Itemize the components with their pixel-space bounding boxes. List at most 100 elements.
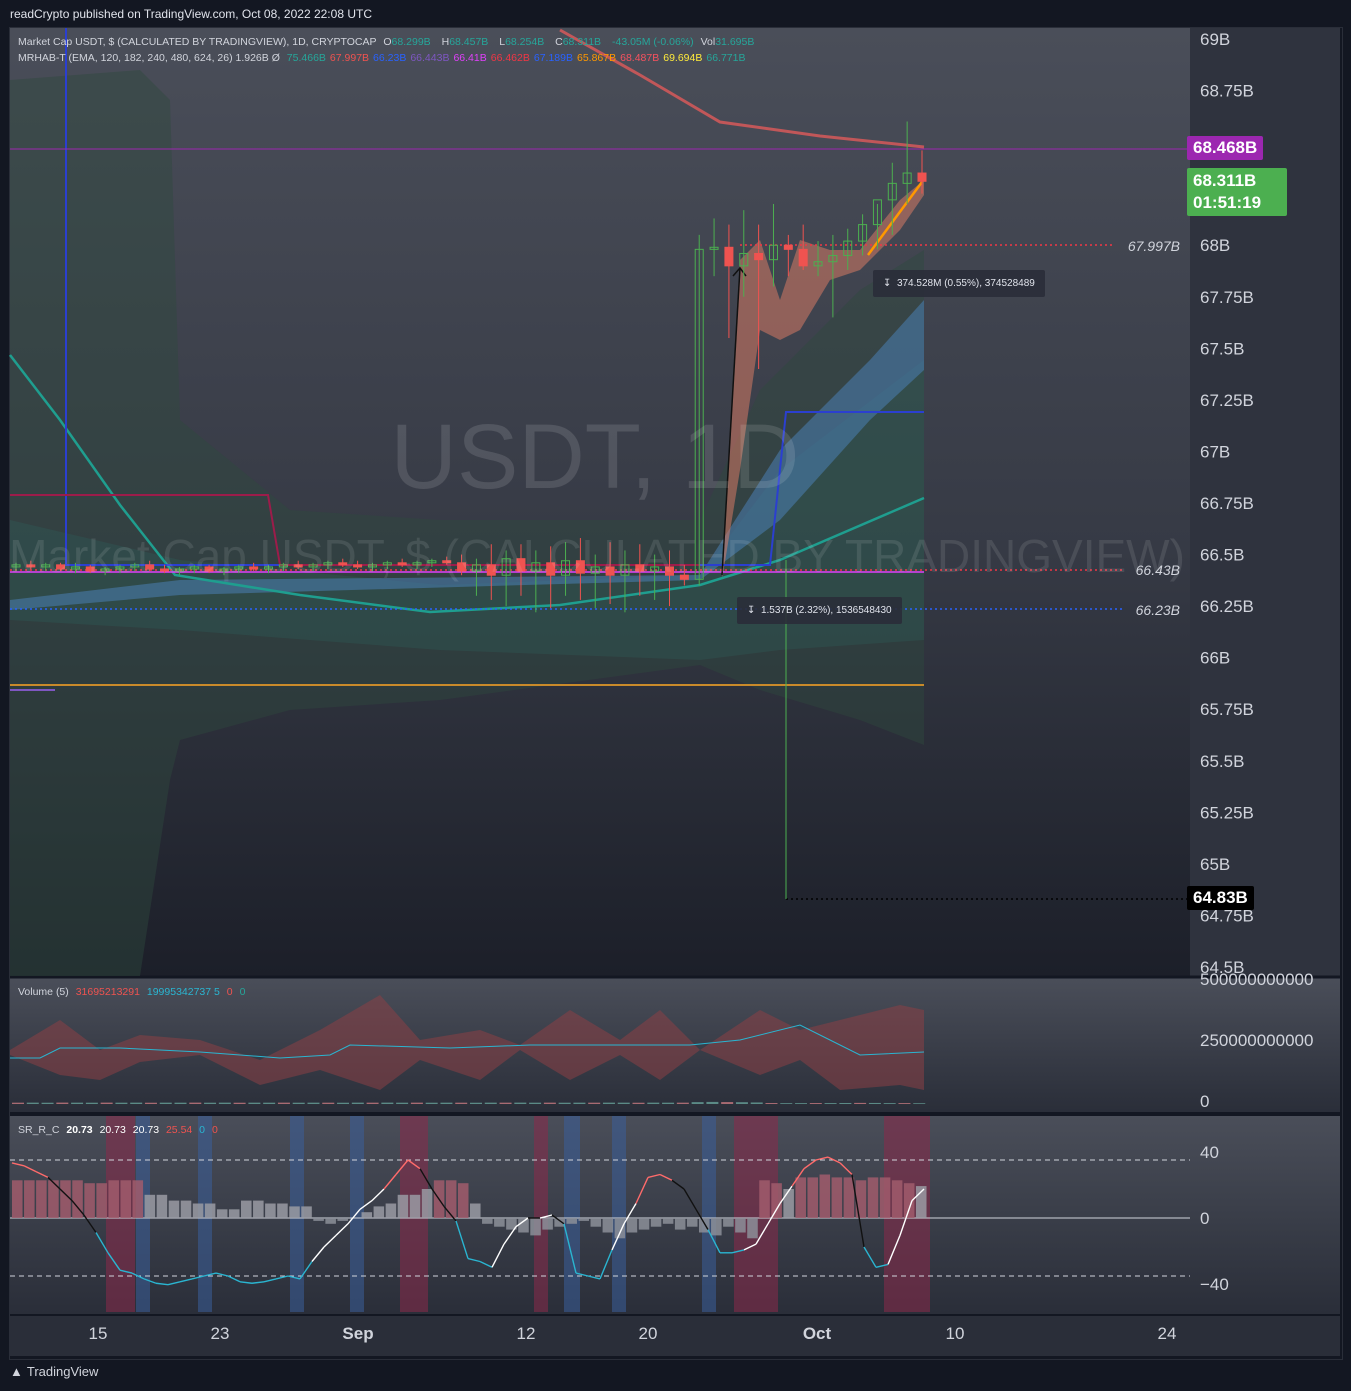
measure-lower-text: 1.537B (2.32%), 1536548430 bbox=[760, 605, 892, 616]
osc-line bbox=[11, 1156, 925, 1286]
volume-legend-v3: 0 bbox=[226, 986, 233, 998]
volume-bar bbox=[514, 1102, 527, 1104]
osc-bar bbox=[747, 1218, 758, 1239]
osc-bar bbox=[325, 1218, 336, 1224]
osc-line-segment bbox=[791, 1168, 805, 1187]
osc-line-segment bbox=[47, 1176, 61, 1190]
candle-body bbox=[501, 558, 511, 576]
volume-bar bbox=[470, 1102, 482, 1104]
osc-line-segment bbox=[803, 1159, 817, 1170]
osc-line-segment bbox=[815, 1156, 829, 1161]
volume-bar bbox=[425, 1102, 438, 1104]
osc-highlight bbox=[734, 1116, 778, 1312]
candle-body bbox=[11, 564, 21, 568]
osc-legend-v5: 0 bbox=[199, 1124, 206, 1136]
candle-group bbox=[11, 121, 927, 613]
candle-body bbox=[843, 240, 853, 257]
osc-highlight bbox=[564, 1116, 580, 1312]
volume-bar bbox=[174, 1102, 187, 1104]
osc-line-segment bbox=[467, 1257, 481, 1263]
osc-bar bbox=[759, 1180, 770, 1218]
osc-bar bbox=[554, 1218, 565, 1227]
osc-bar bbox=[277, 1203, 288, 1218]
osc-bar bbox=[723, 1218, 734, 1227]
osc-bar bbox=[421, 1189, 433, 1218]
osc-bar bbox=[289, 1206, 300, 1218]
osc-line-segment bbox=[479, 1260, 493, 1268]
time-axis-label: 23 bbox=[211, 1324, 230, 1343]
volume-bar bbox=[322, 1102, 335, 1104]
osc-bar bbox=[831, 1177, 843, 1218]
osc-bar bbox=[397, 1194, 409, 1218]
time-axis-label: 24 bbox=[1158, 1324, 1177, 1343]
legend-change: -43.05M (-0.06%) bbox=[611, 36, 694, 48]
candle-body bbox=[590, 566, 600, 574]
osc-legend-v2: 20.73 bbox=[99, 1124, 126, 1136]
osc-bar bbox=[602, 1218, 614, 1233]
osc-bar bbox=[204, 1203, 216, 1218]
indicator-values: 75.466B 67.997B 66.23B 66.443B 66.41B 66.462B… bbox=[287, 52, 750, 64]
osc-bar bbox=[144, 1194, 156, 1218]
volume-bar bbox=[307, 1102, 320, 1104]
volume-bar bbox=[721, 1102, 734, 1104]
price-axis-label: 66.25B bbox=[1200, 597, 1254, 616]
candle-body bbox=[486, 564, 496, 576]
candle-body bbox=[412, 562, 422, 566]
volume-bar bbox=[71, 1102, 84, 1104]
osc-highlight bbox=[534, 1116, 548, 1312]
volume-bar bbox=[602, 1102, 615, 1104]
volume-legend-v4: 0 bbox=[239, 986, 246, 998]
osc-line-segment bbox=[143, 1278, 157, 1284]
osc-bar bbox=[542, 1218, 553, 1230]
volume-bar bbox=[159, 1102, 172, 1104]
osc-line-segment bbox=[95, 1232, 109, 1254]
measure-box-lower[interactable]: ↧ 1.537B (2.32%), 1536548430 bbox=[737, 597, 902, 624]
osc-line-segment bbox=[455, 1220, 469, 1259]
volume-bar bbox=[780, 1103, 793, 1104]
osc-line-segment bbox=[551, 1214, 565, 1225]
osc-line-segment bbox=[395, 1159, 409, 1175]
volume-bar bbox=[691, 1102, 704, 1104]
volume-bar bbox=[410, 1102, 423, 1104]
osc-line-segment bbox=[911, 1188, 925, 1202]
volume-bar bbox=[455, 1102, 468, 1104]
candle-body bbox=[516, 558, 526, 572]
volume-bar bbox=[647, 1102, 660, 1104]
price-tag-last: 68.311B 01:51:19 bbox=[1187, 168, 1287, 216]
candle-body bbox=[546, 562, 556, 576]
price-axis-label: 68.75B bbox=[1200, 82, 1254, 101]
price-axis-label: 65.5B bbox=[1200, 752, 1244, 771]
volume-bar bbox=[381, 1102, 394, 1104]
time-axis-label: 12 bbox=[517, 1324, 536, 1343]
volume-bar bbox=[440, 1102, 453, 1104]
osc-line-segment bbox=[707, 1229, 721, 1254]
ema-blue-line bbox=[65, 28, 924, 566]
candle-body bbox=[338, 562, 348, 566]
volume-bar bbox=[189, 1102, 202, 1104]
price-axis-label: 68B bbox=[1200, 236, 1230, 255]
osc-bar bbox=[120, 1180, 132, 1218]
volume-bar bbox=[868, 1102, 881, 1104]
candle-body bbox=[26, 564, 36, 568]
time-axis-label: 20 bbox=[639, 1324, 658, 1343]
footer-brand[interactable]: ▲ TradingView bbox=[10, 1364, 98, 1379]
osc-line-segment bbox=[611, 1223, 625, 1251]
volume-bar bbox=[130, 1102, 143, 1104]
volume-axis-label: 500000000000 bbox=[1200, 970, 1313, 989]
osc-line-segment bbox=[851, 1174, 865, 1248]
volume-bar bbox=[115, 1102, 128, 1104]
osc-line-segment bbox=[335, 1223, 349, 1236]
price-axis-label: 64.75B bbox=[1200, 906, 1254, 925]
osc-bar bbox=[385, 1203, 397, 1218]
red-surge-band bbox=[722, 180, 924, 580]
volume-bar bbox=[100, 1102, 113, 1104]
measure-box-upper[interactable]: ↧ 374.528M (0.55%), 374528489 bbox=[873, 270, 1045, 297]
osc-bar bbox=[506, 1218, 517, 1230]
candle-body bbox=[561, 560, 571, 576]
osc-axis-label: 0 bbox=[1200, 1209, 1209, 1228]
osc-axis-label: −40 bbox=[1200, 1275, 1229, 1294]
osc-line-segment bbox=[623, 1203, 637, 1225]
candle-body bbox=[278, 564, 288, 568]
osc-bar bbox=[783, 1189, 794, 1218]
